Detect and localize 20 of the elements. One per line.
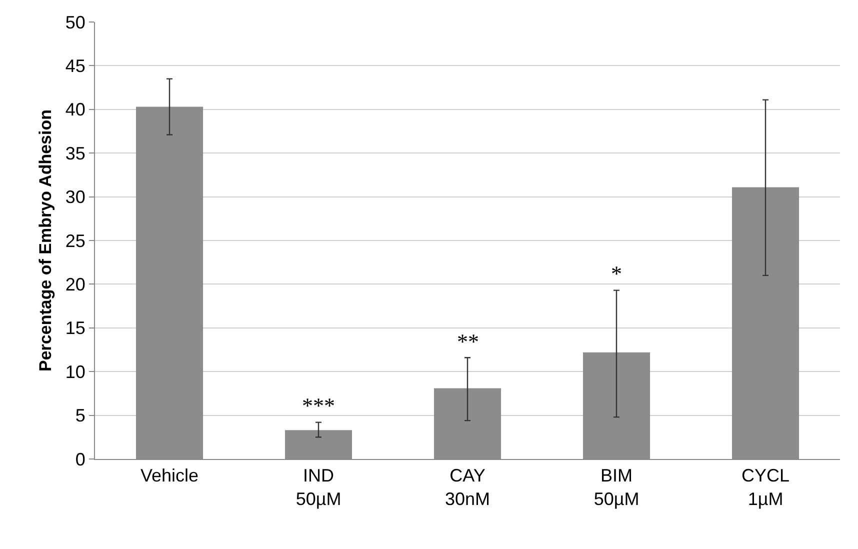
y-tick-label: 35 — [65, 143, 86, 164]
y-tick-label: 0 — [75, 449, 86, 470]
y-axis-title: Percentage of Embryo Adhesion — [36, 110, 55, 372]
y-tick-label: 25 — [65, 230, 86, 251]
y-tick-label: 5 — [75, 406, 86, 426]
x-tick-label: BIM 50µM — [594, 466, 640, 509]
x-tick-label: CYCL 1µM — [741, 466, 790, 509]
y-tick-label: 40 — [65, 100, 86, 120]
y-tick-label: 15 — [65, 318, 86, 338]
annotation: ** — [457, 329, 479, 354]
x-tick-label: IND 50µM — [296, 466, 342, 509]
y-tick-label: 30 — [65, 187, 86, 208]
x-tick-label: Vehicle — [140, 466, 199, 486]
y-tick-label: 50 — [65, 12, 86, 32]
y-tick-label: 45 — [65, 56, 86, 76]
annotation: *** — [302, 393, 335, 418]
y-tick-label: 20 — [65, 274, 86, 294]
y-tick-label: 10 — [65, 362, 86, 382]
annotation: * — [611, 261, 622, 286]
x-tick-label: CAY 30nM — [444, 466, 490, 509]
